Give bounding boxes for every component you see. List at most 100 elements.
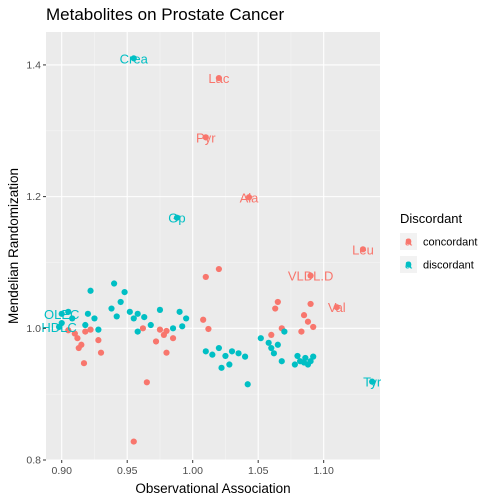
concordant-point [307, 300, 314, 308]
x-tick-label: 0.90 [51, 465, 72, 477]
discordant-point [147, 321, 154, 329]
concordant-point [71, 330, 78, 337]
concordant-point [87, 326, 94, 333]
point-label: Ala [240, 190, 260, 205]
discordant-point [270, 350, 278, 357]
concordant-point [310, 323, 317, 331]
discordant-point [265, 339, 272, 346]
discordant-point [226, 361, 233, 368]
discordant-point [215, 344, 222, 352]
legend-label-discordant: discordant [423, 260, 474, 272]
discordant-point [268, 344, 275, 352]
discordant-point [130, 55, 137, 62]
discordant-point [302, 354, 309, 362]
x-axis-ticks: 0.90 0.95 1.00 1.05 1.10 [51, 460, 334, 477]
point-label: Gp [168, 211, 185, 226]
concordant-point [95, 337, 102, 344]
point-label: Val [328, 300, 346, 315]
discordant-point [241, 353, 249, 360]
discordant-point [84, 310, 92, 317]
discordant-point [87, 287, 94, 294]
discordant-point [278, 358, 285, 365]
x-tick-label: 0.95 [117, 465, 138, 477]
y-axis-ticks: 0.8 1.0 1.2 1.4 [26, 59, 46, 467]
discordant-point [82, 321, 89, 329]
data-points [55, 55, 376, 445]
plot-panel [46, 32, 380, 460]
discordant-point [291, 361, 298, 368]
discordant-point [209, 351, 216, 358]
discordant-point [134, 328, 141, 335]
y-tick-label: 1.2 [26, 191, 41, 203]
discordant-point [156, 306, 164, 313]
concordant-point [300, 312, 308, 319]
concordant-point [202, 273, 209, 281]
legend-label-concordant: concordant [423, 237, 477, 249]
x-tick-label: 1.00 [182, 465, 203, 477]
concordant-point [215, 74, 222, 82]
concordant-point [152, 338, 160, 345]
legend-key-point [405, 261, 412, 268]
legend-title: Discordant [400, 211, 463, 226]
point-label: Crea [120, 51, 149, 66]
concordant-point [272, 305, 279, 312]
discordant-point [134, 310, 141, 317]
concordant-point [65, 327, 72, 334]
concordant-point [82, 328, 89, 335]
concordant-point [304, 318, 312, 325]
discordant-point [369, 378, 376, 385]
discordant-point [169, 325, 177, 332]
point-label: Leu [352, 242, 374, 257]
x-tick-label: 1.10 [313, 465, 334, 477]
discordant-point [257, 335, 264, 342]
concordant-point [74, 335, 81, 342]
concordant-point [80, 360, 88, 367]
discordant-point [228, 348, 236, 355]
discordant-point [176, 308, 183, 315]
concordant-point [156, 326, 164, 333]
minor-gridlines [46, 32, 380, 460]
concordant-point [143, 379, 150, 386]
discordant-point [65, 308, 72, 315]
discordant-point [281, 328, 288, 335]
discordant-point [113, 313, 120, 320]
concordant-point [245, 194, 253, 201]
y-axis-title: Mendelian Randomization [6, 168, 21, 324]
y-tick-label: 1.4 [26, 59, 41, 71]
concordant-point [359, 246, 367, 253]
discordant-point [141, 314, 148, 321]
concordant-point [200, 316, 207, 323]
point-label: OLEC [44, 307, 79, 322]
concordant-point [274, 298, 281, 306]
point-label: VLDL.D [288, 269, 334, 284]
concordant-point [268, 331, 275, 338]
discordant-point [218, 364, 225, 371]
discordant-point [307, 358, 314, 365]
discordant-point [179, 323, 186, 330]
major-gridlines [46, 32, 380, 461]
discordant-point [69, 315, 76, 322]
y-tick-label: 1.0 [26, 323, 41, 335]
discordant-point [274, 341, 281, 348]
concordant-point [160, 331, 167, 338]
discordant-point [117, 298, 124, 306]
discordant-point [202, 348, 209, 355]
concordant-point [215, 265, 222, 273]
discordant-point [111, 280, 118, 287]
discordant-point [126, 308, 133, 315]
concordant-point [298, 328, 305, 335]
y-tick-label: 0.8 [26, 455, 41, 467]
discordant-point [58, 310, 65, 317]
discordant-point [130, 315, 137, 322]
concordant-point [202, 134, 209, 141]
concordant-point [333, 304, 340, 311]
point-label: Lac [208, 71, 229, 86]
discordant-point [91, 315, 98, 322]
discordant-point [222, 352, 229, 360]
concordant-point [205, 325, 212, 333]
legend: Discordant a concordant a discordant [400, 211, 477, 273]
point-label: Tyr [363, 375, 382, 390]
concordant-point [307, 272, 314, 279]
